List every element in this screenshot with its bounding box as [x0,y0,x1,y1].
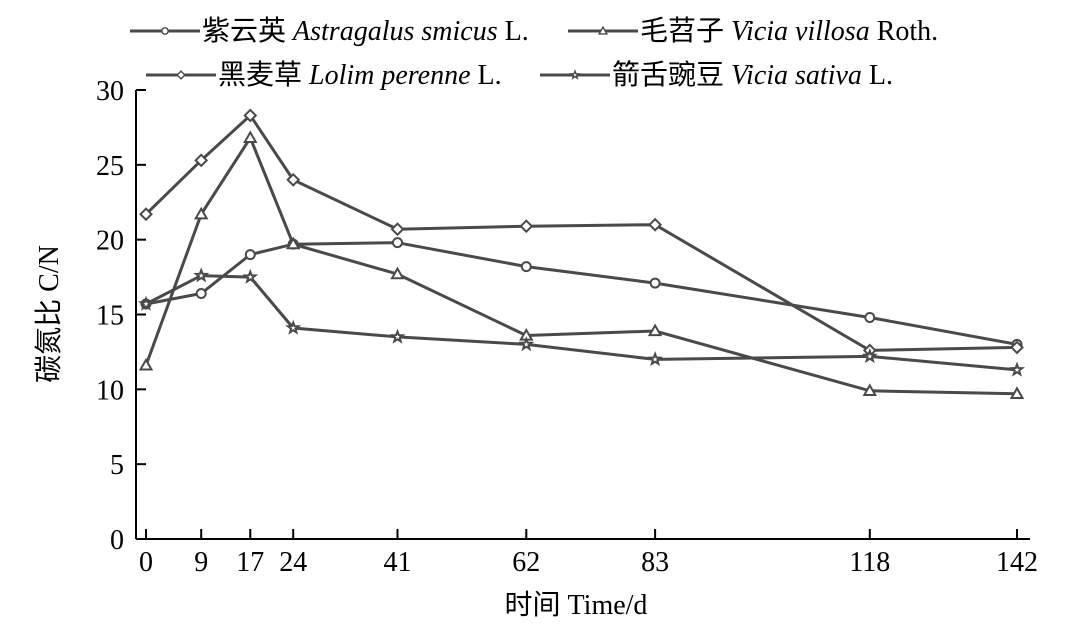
legend-marker [161,27,169,35]
series-3 [139,108,1024,358]
y-tick-label: 5 [110,450,124,481]
data-point [286,172,301,187]
data-point [242,268,259,284]
x-tick-label: 41 [383,547,411,578]
legend-label: 紫云英 Astragalus smicus L. [202,15,529,47]
data-point [285,319,302,335]
series-2 [138,130,1025,399]
data-point [519,219,534,234]
data-point [647,351,664,367]
y-tick-label: 15 [96,301,124,332]
x-tick-label: 17 [236,547,264,578]
data-point [389,328,406,344]
x-tick-label: 9 [194,547,208,578]
data-point [649,277,661,289]
x-tick-label: 24 [279,547,307,578]
series-group [138,108,1025,399]
x-axis-title: 时间 Time/d [505,589,648,621]
data-point [244,249,256,261]
data-point [138,357,154,371]
legend-entry: 毛苕子 Vicia villosa Roth. [568,15,938,47]
data-point [862,383,878,396]
legend-marker [176,70,186,80]
legend-marker [569,69,581,80]
data-point [864,311,876,323]
data-point [1010,340,1024,355]
data-point [1009,361,1025,377]
legend-label: 箭舌豌豆 Vicia sativa L. [612,59,893,91]
axes [135,90,1030,540]
y-tick-label: 30 [96,76,124,107]
series-line [144,134,1018,396]
legend-marker [597,25,609,35]
x-tick-label: 83 [641,547,669,578]
data-point [648,217,663,232]
y-ticks: 0 5 10 15 20 25 30 [96,76,146,556]
data-point [285,236,301,250]
data-point [861,348,878,364]
data-point [518,336,535,352]
data-point [194,153,209,168]
data-point [390,222,405,237]
data-point [139,207,153,222]
series-4 [138,267,1025,377]
data-point [391,237,403,249]
data-point [243,130,258,144]
legend-label: 黑麦草 Lolim perenne L. [218,59,502,91]
legend-entry: 紫云英 Astragalus smicus L. [130,15,529,47]
series-line [145,241,1018,346]
series-line [145,274,1018,372]
y-tick-label: 10 [96,375,124,406]
x-ticks: 0 9 17 24 41 62 83 118 142 [139,529,1038,578]
data-point [520,261,532,273]
series-line [144,113,1018,352]
data-point [193,267,210,283]
y-axis-title: 碳氮比 C/N [33,245,65,383]
x-tick-label: 62 [512,547,540,578]
data-point [1009,386,1025,399]
x-tick-label: 142 [996,547,1038,578]
x-tick-label: 118 [849,547,890,578]
data-point [647,323,663,337]
y-tick-label: 0 [110,525,124,556]
legend-entry: 箭舌豌豆 Vicia sativa L. [540,59,893,91]
legend: 紫云英 Astragalus smicus L. 毛苕子 Vicia villos… [130,15,938,91]
data-point [243,108,258,123]
data-point [138,295,154,311]
y-tick-label: 20 [96,226,124,257]
x-tick-label: 0 [139,547,153,578]
y-tick-label: 25 [96,151,124,182]
data-point [390,266,405,280]
legend-label: 毛苕子 Vicia villosa Roth. [640,15,938,47]
data-point [193,206,209,220]
data-point [195,288,207,300]
legend-entry: 黑麦草 Lolim perenne L. [146,59,502,91]
